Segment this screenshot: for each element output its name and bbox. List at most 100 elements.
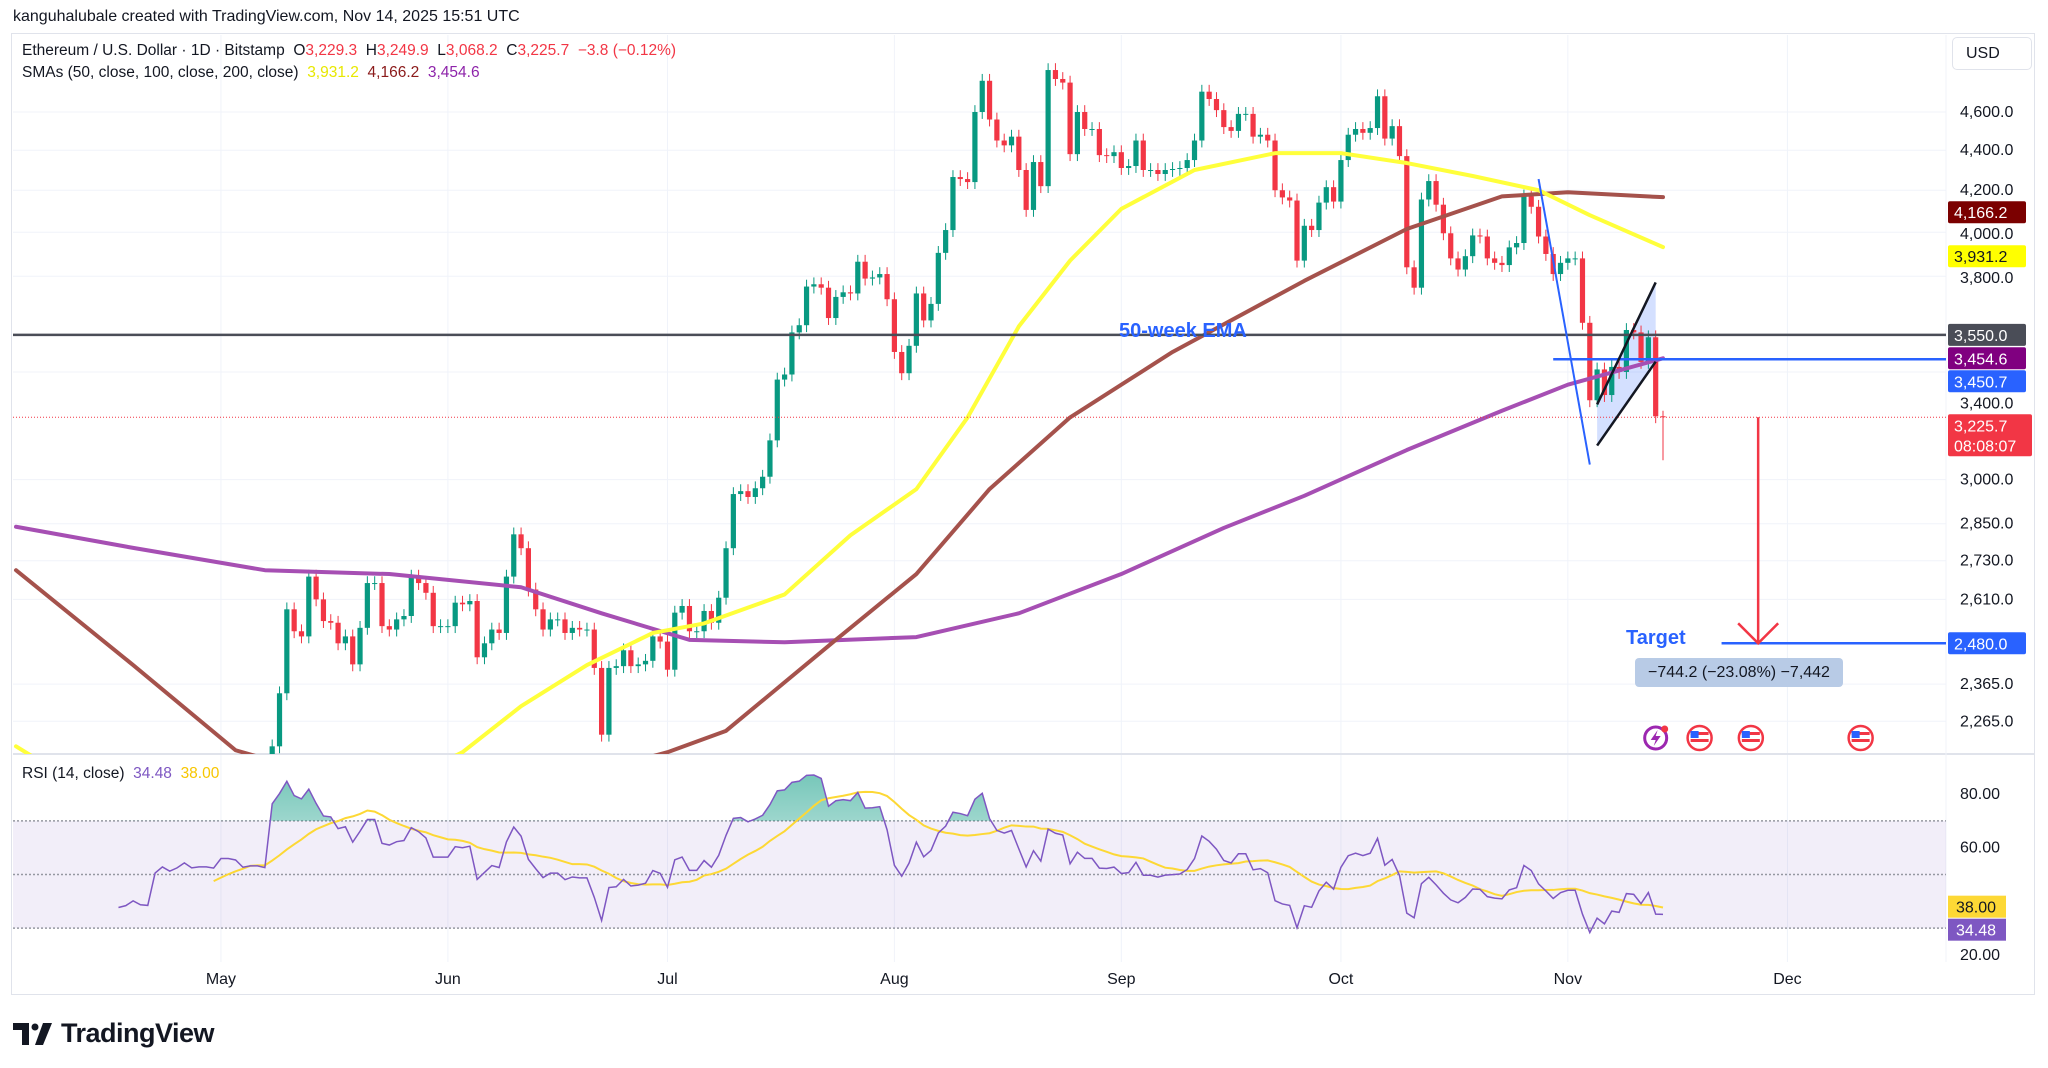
candle xyxy=(540,602,546,637)
rsi-axis[interactable]: 80.00 60.00 38.00 34.48 20.00 xyxy=(1948,786,2006,964)
candle xyxy=(1470,228,1476,264)
candle xyxy=(1594,362,1600,408)
candle-body xyxy=(1601,369,1608,396)
price-axis-label-text: 4,166.2 xyxy=(1954,205,2007,222)
candle xyxy=(1206,84,1212,106)
candle-body xyxy=(1587,322,1593,401)
countdown-text: 08:08:07 xyxy=(1954,438,2016,455)
candle-body xyxy=(635,664,641,667)
trend-line[interactable] xyxy=(1537,178,1591,465)
rsi-title[interactable]: RSI (14, close) xyxy=(22,765,125,782)
candle xyxy=(1499,255,1505,272)
symbol-name[interactable]: Ethereum / U.S. Dollar · 1D · Bitstamp xyxy=(22,42,285,59)
lightning-icon[interactable] xyxy=(1643,725,1669,751)
price-axis[interactable]: 4,600.0 4,400.0 4,200.0 4,166.2 4,000.0 3,931… xyxy=(1948,104,2032,730)
candle-body xyxy=(350,636,356,665)
candle-body xyxy=(891,299,897,352)
candle xyxy=(994,112,1000,148)
rsi-tick-label: 20.00 xyxy=(1960,947,2000,964)
candle xyxy=(569,620,575,640)
us-flag-icon[interactable] xyxy=(1847,724,1874,752)
candle xyxy=(1213,92,1220,118)
rsi-pane[interactable] xyxy=(13,774,1946,935)
candle-body xyxy=(1184,160,1190,169)
sma100-line[interactable] xyxy=(14,190,1665,811)
candle xyxy=(372,576,378,590)
candle-body xyxy=(591,629,597,668)
candle xyxy=(306,569,312,644)
sma-title[interactable]: SMAs (50, close, 100, close, 200, close) xyxy=(22,64,299,81)
time-axis[interactable]: May Jun Jul Aug Sep Oct Nov Dec xyxy=(206,971,1802,988)
rsi-axis-label-text: 38.00 xyxy=(1956,900,1996,917)
candle-body xyxy=(716,597,722,623)
candle-body xyxy=(1594,369,1600,401)
candle xyxy=(1338,153,1344,209)
main-pane[interactable] xyxy=(13,63,1946,1068)
candle-body xyxy=(313,576,319,600)
channel-upper-line[interactable] xyxy=(1595,281,1657,405)
candle xyxy=(1440,197,1446,241)
candle xyxy=(577,620,583,637)
candle-body xyxy=(1331,187,1337,202)
price-tick-label: 2,850.0 xyxy=(1960,516,2013,533)
candle-body xyxy=(372,583,378,585)
price-axis-label: 3,454.6 xyxy=(1948,347,2026,370)
price-axis-label: 3,550.0 xyxy=(1948,323,2026,346)
candle-body xyxy=(1345,134,1351,161)
candle xyxy=(760,469,766,496)
price-tick-label: 2,265.0 xyxy=(1960,713,2013,730)
candle-body xyxy=(496,629,502,633)
us-flag-icon[interactable] xyxy=(1686,724,1713,752)
target-arrow[interactable] xyxy=(1737,417,1780,646)
candle xyxy=(738,484,744,501)
channel-lower-line[interactable] xyxy=(1596,360,1657,447)
candle xyxy=(701,604,707,639)
candle xyxy=(1038,155,1044,194)
candle-body xyxy=(1126,166,1132,169)
candle-body xyxy=(935,252,941,304)
us-flag-icon[interactable] xyxy=(1737,724,1765,752)
date-tick-label: Nov xyxy=(1554,971,1582,988)
sma50-line[interactable] xyxy=(14,151,1665,872)
candle xyxy=(511,527,517,584)
candle-body xyxy=(1199,91,1205,141)
rsi-ma-line[interactable] xyxy=(213,790,1664,909)
measure-box[interactable]: −744.2 (−23.08%) −7,442 xyxy=(1635,658,1843,687)
candle-body xyxy=(774,379,780,441)
candle-body xyxy=(1140,140,1146,170)
candle-body xyxy=(672,612,678,670)
candle-body xyxy=(577,627,583,630)
candle xyxy=(1169,162,1176,177)
candle xyxy=(862,254,868,286)
candle-body xyxy=(1338,160,1344,202)
candle-body xyxy=(1506,247,1512,266)
candle-body xyxy=(679,605,685,613)
open-value: 3,229.3 xyxy=(305,42,358,59)
candle xyxy=(1126,159,1132,175)
candle xyxy=(1565,251,1571,270)
candle-body xyxy=(408,576,414,617)
candle-body xyxy=(423,583,429,593)
tradingview-logo[interactable]: TradingView xyxy=(13,1018,215,1049)
candle xyxy=(957,170,963,186)
candle xyxy=(1345,127,1351,167)
candle-body xyxy=(1367,128,1373,133)
rsi-line[interactable] xyxy=(118,774,1664,935)
candle xyxy=(1016,129,1022,177)
candle-body xyxy=(1309,225,1315,231)
high-value: 3,249.9 xyxy=(376,42,429,59)
currency-button[interactable]: USD xyxy=(1952,37,2032,70)
candle-body xyxy=(657,636,663,642)
candle-body xyxy=(445,626,451,628)
sma200-line[interactable] xyxy=(14,356,1665,645)
price-axis-label-text: 3,931.2 xyxy=(1954,249,2007,266)
target-label[interactable]: Target xyxy=(1626,627,1686,649)
candle xyxy=(313,569,319,607)
candle xyxy=(869,270,876,286)
candle xyxy=(1514,236,1520,255)
candle xyxy=(767,433,773,484)
candle xyxy=(1221,103,1227,134)
candle xyxy=(496,622,502,640)
ema-annotation-label[interactable]: 50-week EMA xyxy=(1119,320,1247,342)
